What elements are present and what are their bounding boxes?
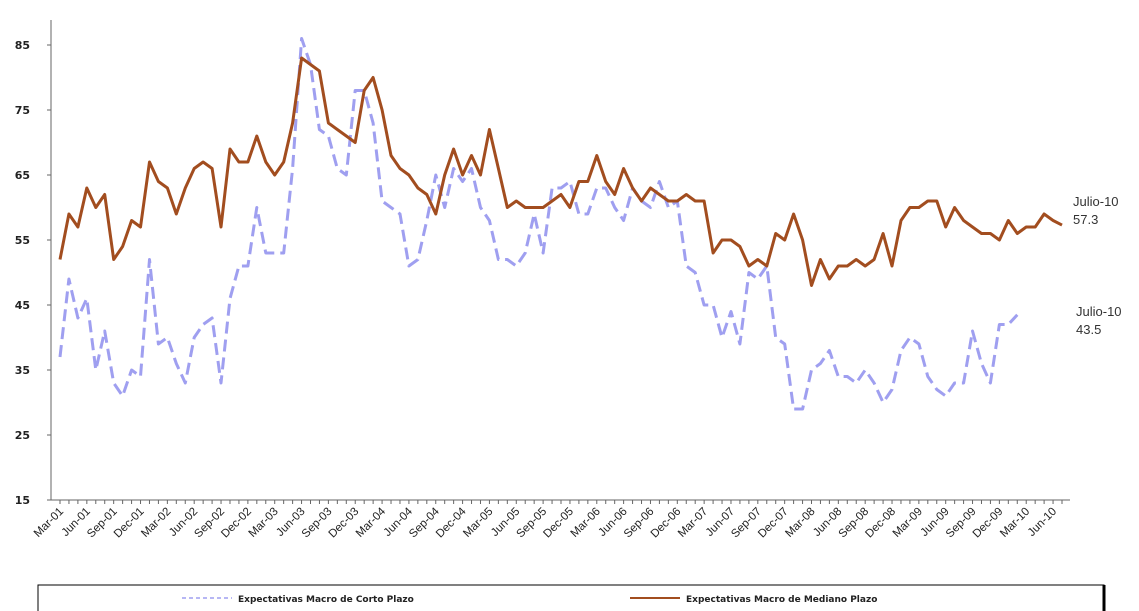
x-tick-label: Mar-06: [569, 506, 603, 540]
x-tick-label: Dec-09: [971, 506, 1006, 541]
x-tick-label: Mar-05: [461, 506, 495, 540]
y-tick-label: 55: [15, 234, 30, 247]
x-tick-label: Mar-07: [676, 506, 710, 540]
annotation-value: 43.5: [1076, 322, 1101, 337]
x-tick-label: Dec-02: [219, 506, 254, 541]
series-line-mediano-plazo: [58, 56, 1063, 287]
x-tick-label: Dec-08: [863, 506, 898, 541]
x-tick-label: Mar-10: [998, 506, 1032, 540]
x-tick-label: Dec-05: [541, 506, 576, 541]
series-lines: [58, 37, 1063, 411]
x-tick-label: Mar-09: [891, 506, 925, 540]
x-tick-label: Mar-08: [783, 506, 817, 540]
annotation-label: Julio-10: [1076, 304, 1122, 319]
x-axis: Mar-01Jun-01Sep-01Dec-01Mar-02Jun-02Sep-…: [32, 499, 1070, 541]
y-tick-label: 75: [15, 104, 30, 117]
y-tick-label: 15: [15, 494, 30, 507]
x-tick-label: Mar-02: [139, 506, 173, 540]
annotation-value: 57.3: [1073, 212, 1098, 227]
x-tick-label: Dec-07: [756, 506, 791, 541]
x-tick-label: Dec-06: [649, 506, 684, 541]
x-tick-label: Jun-10: [1026, 506, 1059, 539]
legend-box: [37, 584, 1105, 611]
annotations: Julio-10 57.3 Julio-10 43.5: [1073, 194, 1122, 337]
y-tick-label: 25: [15, 429, 30, 442]
x-tick-label: Mar-03: [247, 506, 281, 540]
legend-label: Expectativas Macro de Corto Plazo: [238, 595, 414, 605]
y-tick-label: 85: [15, 39, 30, 52]
x-tick-label: Mar-04: [354, 505, 389, 540]
series-line-corto-plazo: [58, 37, 1019, 411]
x-tick-label: Dec-01: [112, 506, 147, 541]
x-tick-label: Dec-03: [327, 506, 362, 541]
y-axis: 15 25 35 45 55 65 75 85: [15, 20, 52, 507]
legend-label: Expectativas Macro de Mediano Plazo: [686, 595, 877, 605]
legend: Expectativas Macro de Corto Plazo Expecta…: [37, 584, 1106, 611]
annotation-label: Julio-10: [1073, 194, 1119, 209]
y-tick-label: 65: [15, 169, 30, 182]
y-tick-label: 45: [15, 299, 30, 312]
y-tick-label: 35: [15, 364, 30, 377]
x-tick-label: Mar-01: [32, 506, 66, 540]
